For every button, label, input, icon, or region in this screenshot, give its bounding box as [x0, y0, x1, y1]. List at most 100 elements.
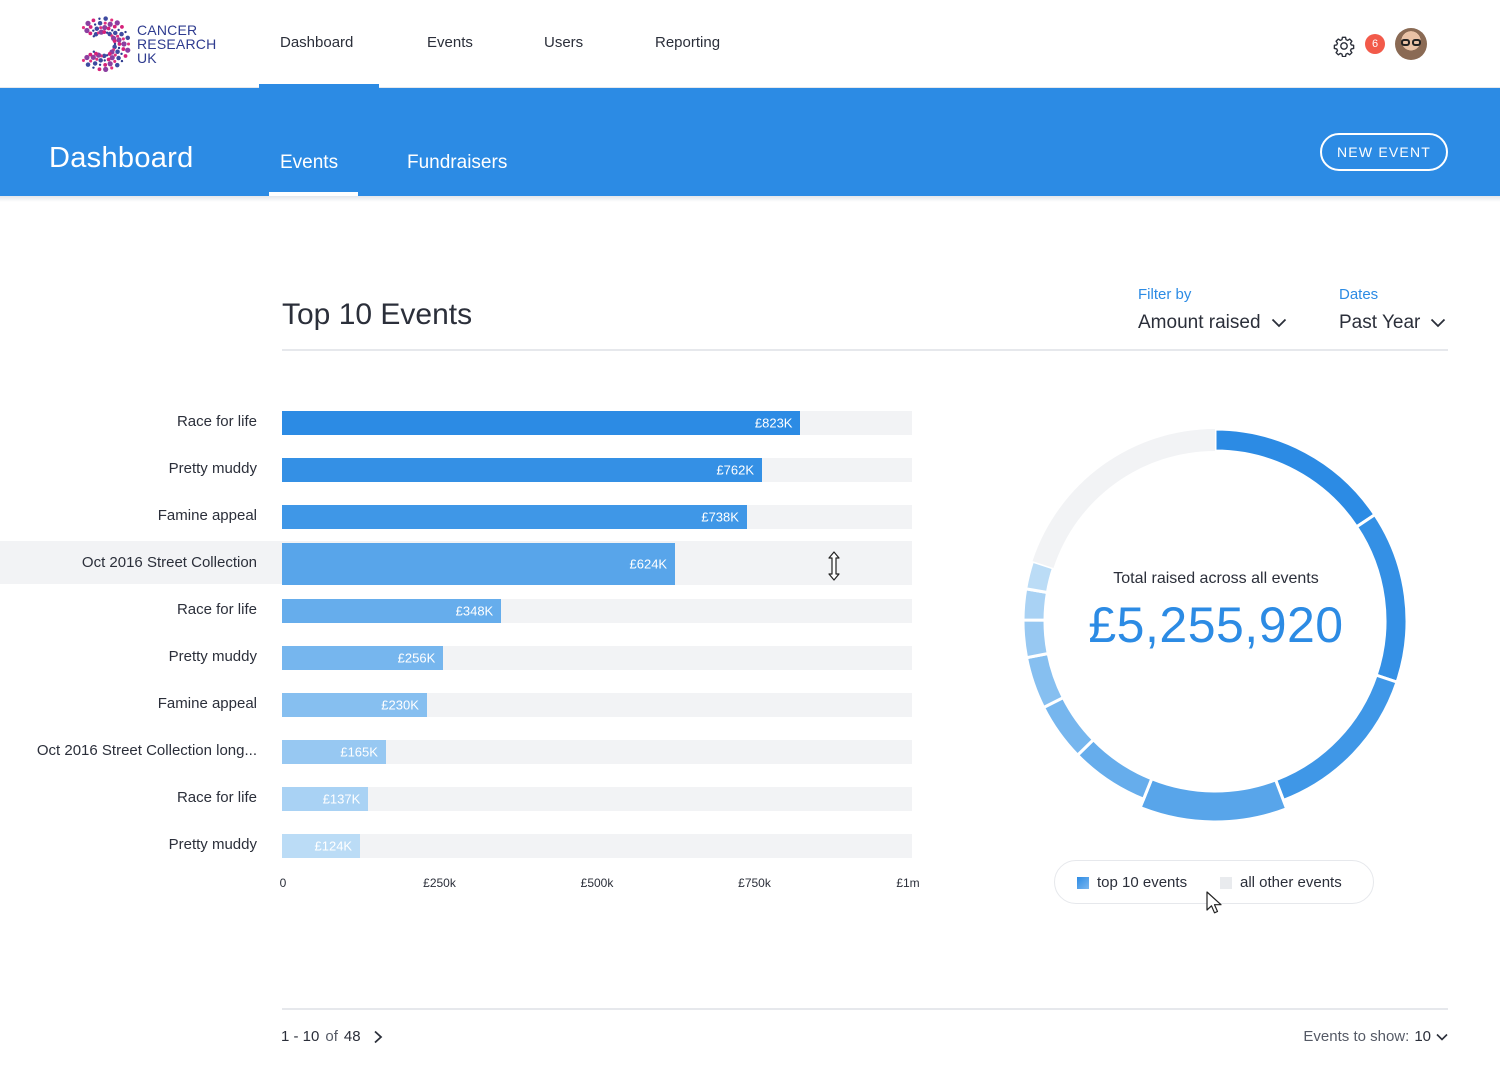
- bar-track[interactable]: £137K: [282, 787, 912, 811]
- nav-events[interactable]: Events: [427, 34, 473, 51]
- logo-dot: [112, 39, 117, 43]
- logo-dot: [92, 66, 95, 69]
- donut-caption: Total raised across all events: [1113, 570, 1319, 587]
- bar-track[interactable]: £762K: [282, 458, 912, 482]
- x-axis-tick-label: 0: [279, 876, 287, 890]
- filter-by-dropdown[interactable]: Amount raised: [1138, 312, 1287, 334]
- pagination-total: 48: [343, 1028, 361, 1045]
- nav-active-indicator: [259, 84, 379, 88]
- bar-value-label: £124K: [314, 838, 353, 854]
- logo-dot: [103, 62, 108, 67]
- bar-label: Famine appeal: [157, 507, 257, 524]
- resize-cursor-icon: [828, 551, 840, 581]
- bar[interactable]: £348K: [282, 599, 502, 623]
- logo-dot: [115, 49, 120, 54]
- chevron-right-icon[interactable]: [373, 1030, 383, 1044]
- bar-label: Race for life: [176, 789, 257, 806]
- pagination-range: 1 - 10: [281, 1028, 320, 1045]
- logo-dot: [94, 51, 98, 56]
- logo-dot: [113, 59, 117, 63]
- logo-dot: [115, 62, 120, 68]
- nav-reporting[interactable]: Reporting: [655, 34, 721, 51]
- bar-track[interactable]: £738K: [282, 505, 912, 529]
- logo-dot: [102, 30, 107, 34]
- bar[interactable]: £137K: [282, 787, 369, 811]
- logo-dot: [89, 59, 93, 63]
- tab-events[interactable]: Events: [280, 152, 339, 173]
- bar-track[interactable]: £256K: [282, 646, 912, 670]
- logo-dot: [109, 55, 115, 61]
- nav-users[interactable]: Users: [544, 34, 584, 51]
- page-title: Dashboard: [49, 142, 194, 174]
- settings-gear-icon[interactable]: [1333, 35, 1355, 57]
- legend-label-all-other: all other events: [1240, 874, 1342, 891]
- bar-track[interactable]: £165K: [282, 740, 912, 764]
- logo-dot: [113, 42, 117, 46]
- bar[interactable]: £738K: [282, 505, 747, 529]
- tab-fundraisers[interactable]: Fundraisers: [407, 152, 508, 173]
- bar-label: Pretty muddy: [168, 648, 257, 665]
- logo-dot: [116, 55, 121, 61]
- user-avatar[interactable]: [1395, 28, 1427, 60]
- avatar-glasses-right: [1412, 39, 1421, 46]
- logo-dot: [126, 42, 131, 46]
- pointer-cursor-icon: [1206, 891, 1222, 914]
- bar[interactable]: £624K: [282, 543, 676, 585]
- logo-dot: [117, 46, 121, 50]
- donut-slice[interactable]: [1041, 695, 1096, 758]
- pagination: 1 - 10 of 48: [281, 1028, 383, 1045]
- logo-dot: [116, 34, 120, 38]
- bar-track[interactable]: £348K: [282, 599, 912, 623]
- bar[interactable]: £823K: [282, 411, 801, 435]
- nav-dashboard[interactable]: Dashboard: [280, 34, 354, 51]
- logo-dot: [103, 66, 109, 72]
- bar[interactable]: £762K: [282, 458, 763, 482]
- bar-value-label: £823K: [754, 415, 793, 431]
- bar[interactable]: £124K: [282, 834, 361, 858]
- logo-dot: [92, 29, 95, 32]
- donut-slice[interactable]: [1213, 427, 1377, 529]
- logo-dot: [105, 54, 109, 57]
- bar-label: Race for life: [176, 601, 257, 618]
- events-to-show-value: 10: [1414, 1028, 1431, 1045]
- logo-dot: [103, 21, 107, 25]
- logo-line-3: UK: [137, 50, 157, 66]
- bar-label: Pretty muddy: [168, 460, 257, 477]
- donut-slice-other-events[interactable]: [1032, 429, 1215, 569]
- dates-dropdown[interactable]: Past Year: [1339, 312, 1446, 334]
- top-navigation: CANCER RESEARCH UK Dashboard Events User…: [0, 0, 1500, 88]
- legend-swatch-top-10: [1077, 876, 1089, 889]
- x-axis-tick-label: £1m: [896, 876, 920, 890]
- logo-dot: [124, 30, 127, 34]
- cancer-research-uk-logo[interactable]: CANCER RESEARCH UK: [72, 16, 222, 72]
- bar-track[interactable]: £624K: [282, 543, 912, 585]
- logo-line-1: CANCER: [137, 22, 198, 38]
- chevron-down-icon: [1436, 1033, 1448, 1041]
- pagination-of: of: [325, 1028, 338, 1045]
- notification-badge[interactable]: 6: [1365, 34, 1385, 54]
- logo-dot: [90, 54, 96, 60]
- logo-dot: [81, 26, 86, 30]
- donut-slice[interactable]: [1075, 737, 1154, 802]
- legend-item-all-other[interactable]: all other events: [1220, 874, 1342, 891]
- bar[interactable]: £230K: [282, 693, 427, 717]
- logo-dot: [97, 20, 103, 26]
- page-header: Dashboard Events Fundraisers NEW EVENT: [0, 88, 1500, 196]
- new-event-button[interactable]: NEW EVENT: [1320, 133, 1448, 171]
- logo-dot: [97, 67, 102, 72]
- bar-track[interactable]: £823K: [282, 411, 912, 435]
- bar[interactable]: £256K: [282, 646, 444, 670]
- logo-dot: [121, 37, 125, 41]
- legend-item-top-10[interactable]: top 10 events: [1077, 874, 1187, 891]
- bar-track[interactable]: £124K: [282, 834, 912, 858]
- events-to-show-dropdown[interactable]: Events to show: 10: [1303, 1028, 1448, 1045]
- bar-track[interactable]: £230K: [282, 693, 912, 717]
- donut-slice[interactable]: [1023, 559, 1056, 595]
- bar[interactable]: £165K: [282, 740, 386, 764]
- logo-dot: [102, 53, 107, 59]
- bar-value-label: £624K: [629, 556, 668, 572]
- donut-slice[interactable]: [1273, 673, 1399, 803]
- donut-slice[interactable]: [1138, 776, 1289, 824]
- bar-label: Famine appeal: [157, 695, 257, 712]
- donut-slice[interactable]: [1024, 651, 1066, 710]
